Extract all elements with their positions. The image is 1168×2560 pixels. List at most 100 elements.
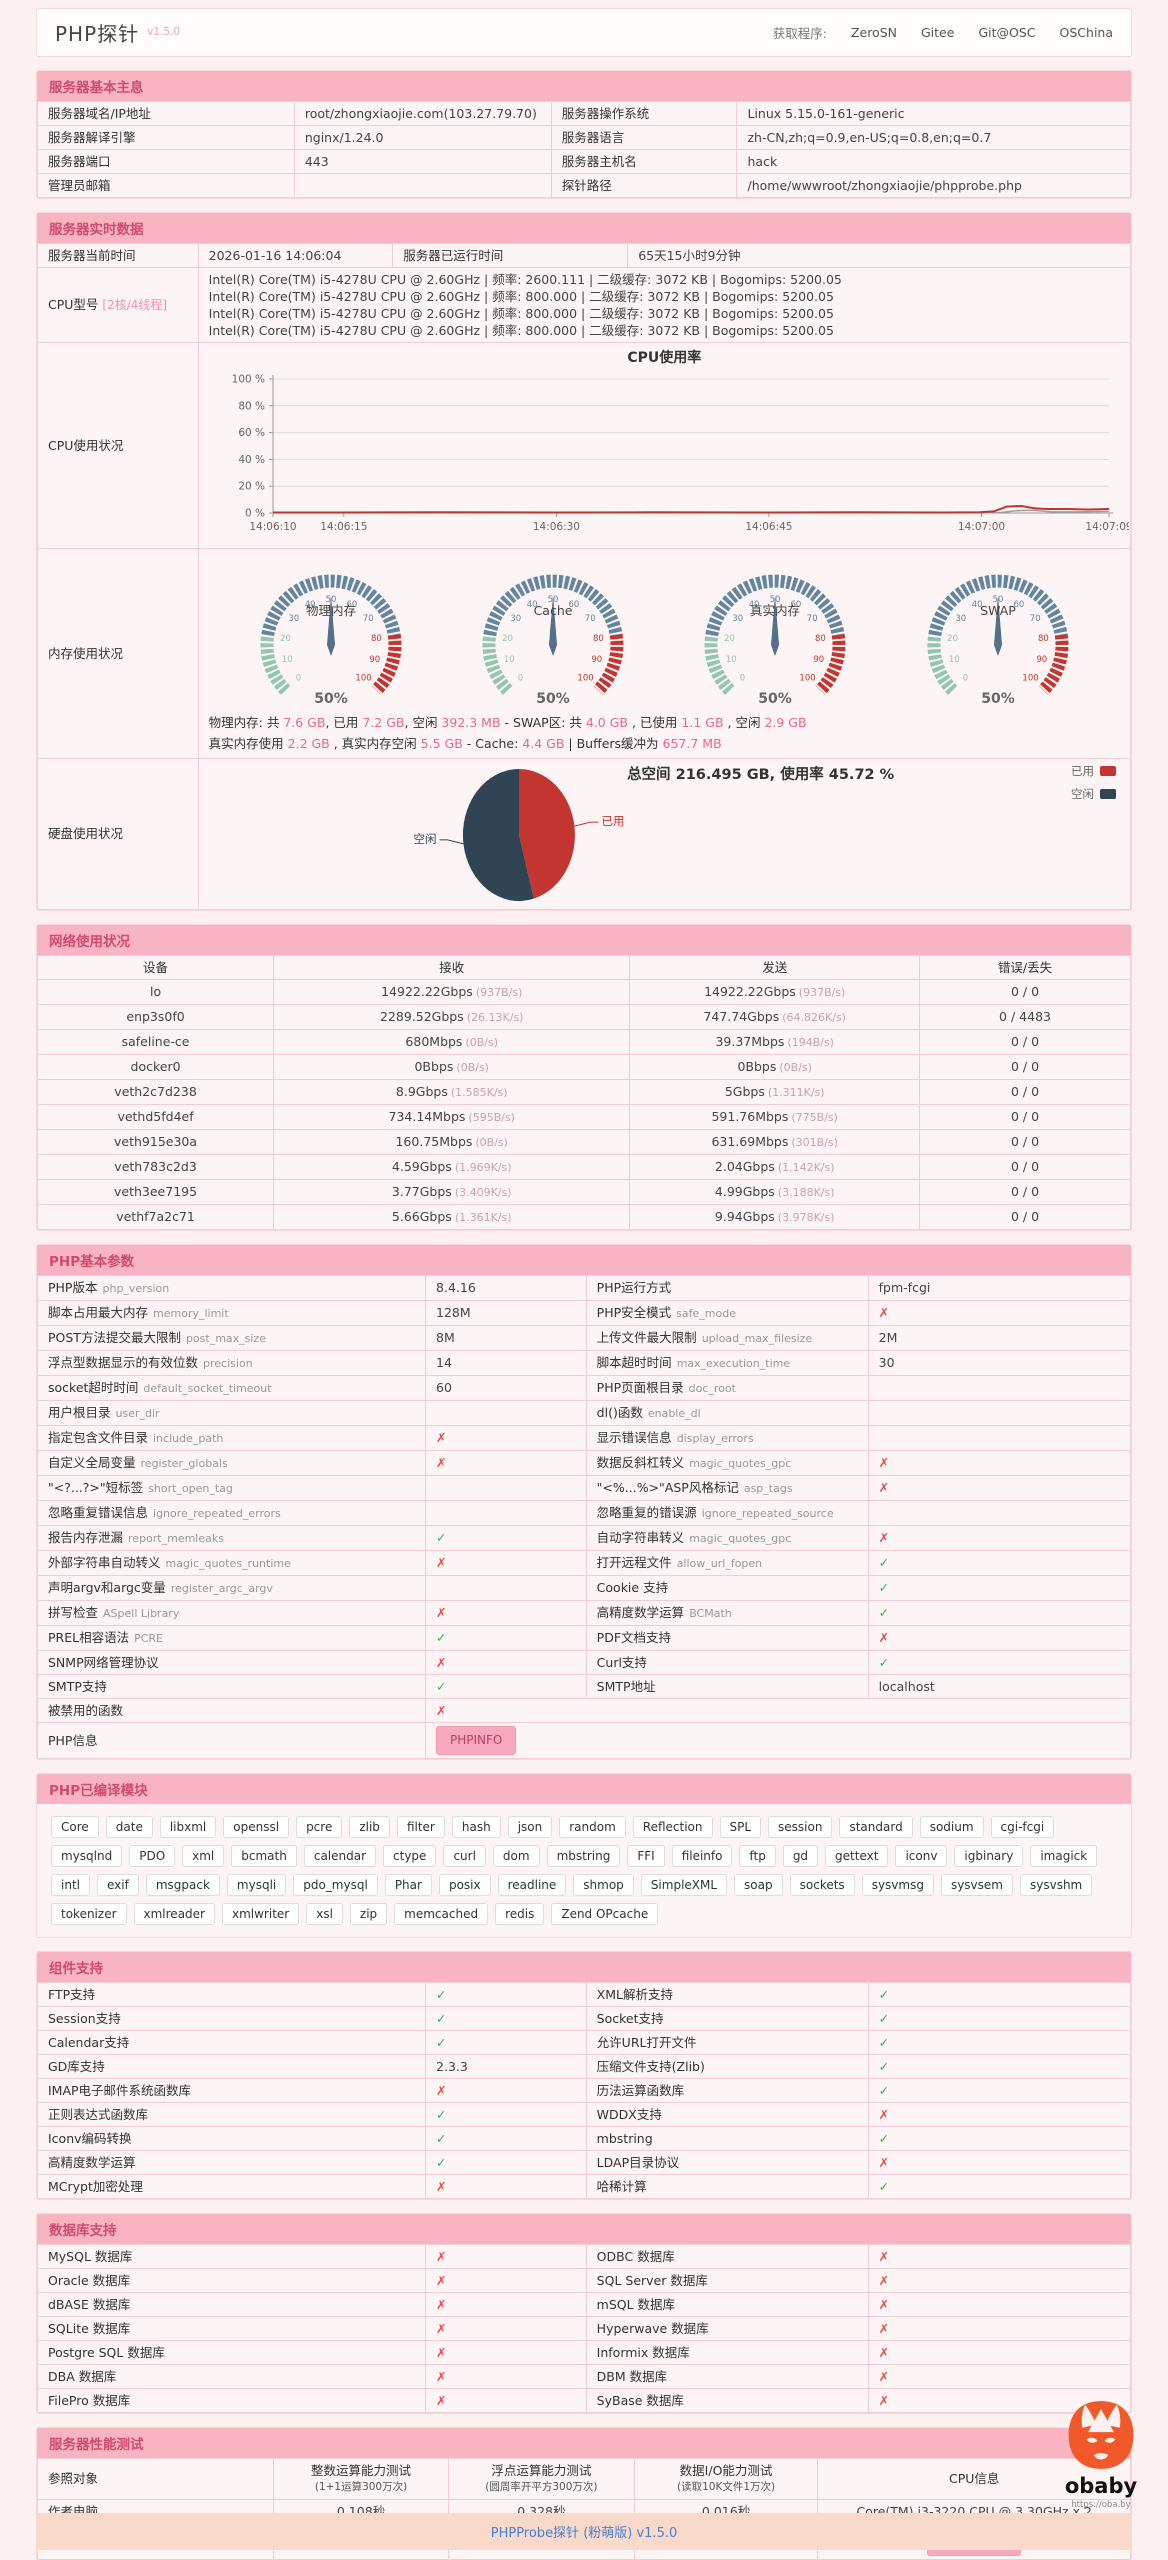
table-row: enp3s0f0 2289.52Gbps (26.13K/s) 747.74Gbps(… bbox=[37, 1003, 1131, 1030]
table-cell: vethf7a2c71 bbox=[37, 1203, 275, 1230]
svg-text:30: 30 bbox=[288, 614, 299, 624]
svg-text:0 %: 0 % bbox=[245, 508, 265, 520]
table-row: CPU使用状况 CPU使用率 0 % 20 % 40 % 60 % 80 % 100 % 1… bbox=[37, 342, 1131, 549]
module-chip: fileinfo bbox=[671, 1844, 733, 1867]
module-chip: cgi-fcgi bbox=[990, 1815, 1055, 1838]
action-button[interactable]: PHPINFO bbox=[436, 1725, 517, 1755]
section-databases: 数据库支持 MySQL 数据库 ✗ ODBC 数据库 ✗ Oracle 数据库 ✗ SQL … bbox=[36, 2212, 1132, 2414]
table-cell: dBASE 数据库 bbox=[37, 2291, 427, 2317]
table-cell: ✗ bbox=[867, 1524, 1131, 1551]
legend-item-used[interactable]: 已用 bbox=[1071, 763, 1116, 780]
table-row: PHP版本 php_version 8.4.16 PHP运行方式 fpm-fcgi bbox=[37, 1274, 1131, 1301]
module-chip: calendar bbox=[303, 1844, 377, 1867]
module-chip: xmlreader bbox=[133, 1902, 215, 1925]
table-cell: 2.04Gbps (1.142K/s) bbox=[629, 1153, 921, 1180]
table-cell: ✗ bbox=[425, 2363, 587, 2389]
table-cell: MySQL 数据库 bbox=[37, 2243, 427, 2269]
table-cell: 外部字符串自动转义 magic_quotes_runtime bbox=[37, 1549, 427, 1576]
svg-text:70: 70 bbox=[363, 614, 374, 624]
svg-text:50%: 50% bbox=[981, 691, 1015, 707]
table-cell: XML解析支持 bbox=[585, 1981, 869, 2007]
table-row: safeline-ce 680Mbps (0B/s) 39.37Mbps (194B/s… bbox=[37, 1028, 1131, 1055]
table-row: SMTP支持 ✓ SMTP地址 localhost bbox=[37, 1673, 1131, 1699]
table-cell: ✓ bbox=[867, 2125, 1131, 2151]
svg-text:80 %: 80 % bbox=[238, 400, 265, 412]
svg-text:真实内存: 真实内存 bbox=[750, 603, 800, 618]
svg-text:80: 80 bbox=[371, 634, 382, 644]
svg-text:SWAP: SWAP bbox=[980, 603, 1016, 618]
table-cell: ✓ bbox=[867, 2077, 1131, 2103]
link-gitee[interactable]: Gitee bbox=[921, 25, 955, 40]
link-oschina[interactable]: OSChina bbox=[1059, 25, 1113, 40]
svg-text:80: 80 bbox=[1038, 634, 1049, 644]
section-title: 网络使用状况 bbox=[37, 924, 1131, 955]
databases-table: MySQL 数据库 ✗ ODBC 数据库 ✗ Oracle 数据库 ✗ SQL Server… bbox=[37, 2243, 1131, 2413]
memory-gauges: 0102030405060708090100物理内存50%01020304050… bbox=[199, 549, 1130, 711]
table-cell: ✗ bbox=[425, 2243, 587, 2269]
table-cell: 打开远程文件 allow_url_fopen bbox=[585, 1549, 869, 1576]
table-cell: ✗ bbox=[867, 1299, 1131, 1326]
module-chip: random bbox=[559, 1815, 626, 1838]
table-cell: ✓ bbox=[425, 2005, 587, 2031]
table-cell: 443 bbox=[293, 149, 552, 174]
table-cell: root/zhongxiaojie.com(103.27.79.70) bbox=[293, 101, 552, 126]
table-cell: 高精度数学运算 bbox=[37, 2149, 427, 2175]
link-zerosn[interactable]: ZeroSN bbox=[850, 25, 897, 40]
module-chip: sysvsem bbox=[940, 1873, 1013, 1896]
svg-text:40: 40 bbox=[749, 600, 760, 610]
table-cell: 5.66Gbps (1.361K/s) bbox=[273, 1203, 631, 1230]
table-cell: 3.77Gbps (3.409K/s) bbox=[273, 1178, 631, 1205]
table-cell: "<?...?>"短标签 short_open_tag bbox=[37, 1474, 427, 1501]
uptime-value: 65天15小时9分钟 bbox=[627, 243, 1131, 268]
table-cell bbox=[425, 1474, 587, 1501]
cpu-model-label: CPU型号 [2核/4线程] bbox=[37, 267, 199, 343]
table-cell: 探针路径 bbox=[550, 173, 738, 198]
table-cell: WDDX支持 bbox=[585, 2101, 869, 2127]
cpu-usage-label: CPU使用状况 bbox=[37, 342, 199, 549]
table-row: PREL相容语法 PCRE ✓ PDF文档支持 ✗ bbox=[37, 1624, 1131, 1651]
table-cell: 压缩文件支持(Zlib) bbox=[585, 2053, 869, 2079]
module-chip: zlib bbox=[349, 1815, 390, 1838]
table-cell: SMTP支持 bbox=[37, 1673, 427, 1699]
svg-text:0: 0 bbox=[296, 674, 301, 684]
svg-text:30: 30 bbox=[955, 614, 966, 624]
table-cell: 0 / 0 bbox=[919, 1078, 1131, 1105]
get-program-label: 获取程序: bbox=[772, 26, 827, 41]
table-cell[interactable]: PHPINFO bbox=[425, 1721, 1131, 1759]
table-cell: 734.14Mbps (595B/s) bbox=[273, 1103, 631, 1130]
module-chip: igbinary bbox=[954, 1844, 1024, 1867]
module-chip: zip bbox=[349, 1902, 388, 1925]
table-cell: 允许URL打开文件 bbox=[585, 2029, 869, 2055]
table-cell: DBM 数据库 bbox=[585, 2363, 869, 2389]
table-row: MySQL 数据库 ✗ ODBC 数据库 ✗ bbox=[37, 2243, 1131, 2269]
table-cell: 160.75Mbps (0B/s) bbox=[273, 1128, 631, 1155]
memory-gauge: 0102030405060708090100真实内存50% bbox=[704, 574, 846, 707]
table-cell: POST方法提交最大限制 post_max_size bbox=[37, 1324, 427, 1351]
table-cell: ✓ bbox=[425, 1981, 587, 2007]
link-gitosc[interactable]: Git@OSC bbox=[978, 25, 1036, 40]
svg-text:Cache: Cache bbox=[534, 603, 573, 618]
table-cell: Iconv编码转换 bbox=[37, 2125, 427, 2151]
table-row: 声明argv和argc变量 register_argc_argv Cookie 支持… bbox=[37, 1574, 1131, 1601]
module-chip: exif bbox=[96, 1873, 139, 1896]
table-cell: ✗ bbox=[867, 2339, 1131, 2365]
memory-gauge: 0102030405060708090100SWAP50% bbox=[927, 574, 1069, 707]
legend-item-free[interactable]: 空闲 bbox=[1071, 786, 1116, 803]
svg-text:100: 100 bbox=[355, 674, 371, 684]
module-chip: soap bbox=[734, 1873, 783, 1896]
module-chip: PDO bbox=[129, 1844, 176, 1867]
table-row: MCrypt加密处理 ✗ 哈稀计算 ✓ bbox=[37, 2173, 1131, 2199]
svg-text:0: 0 bbox=[740, 674, 745, 684]
svg-text:90: 90 bbox=[369, 655, 380, 665]
section-php-params: PHP基本参数 PHP版本 php_version 8.4.16 PHP运行方式 fpm… bbox=[36, 1243, 1132, 1760]
table-row: dBASE 数据库 ✗ mSQL 数据库 ✗ bbox=[37, 2291, 1131, 2317]
table-cell: ✗ bbox=[425, 2267, 587, 2293]
disk-usage-cell: 已用 空闲 总空间 216.495 GB, 使用率 45.72 % 已用 空闲 bbox=[197, 757, 1131, 910]
svg-text:30: 30 bbox=[733, 614, 744, 624]
svg-text:空闲: 空闲 bbox=[413, 832, 436, 846]
table-cell: 680Mbps (0B/s) bbox=[273, 1028, 631, 1055]
table-cell: PHP版本 php_version bbox=[37, 1274, 427, 1301]
table-cell: 自动字符串转义 magic_quotes_gpc bbox=[585, 1524, 869, 1551]
footer-link[interactable]: PHPProbe探针 (粉萌版) v1.5.0 bbox=[490, 2526, 678, 2541]
table-cell: 整数运算能力测试 (1+1运算300万次) bbox=[273, 2457, 449, 2500]
